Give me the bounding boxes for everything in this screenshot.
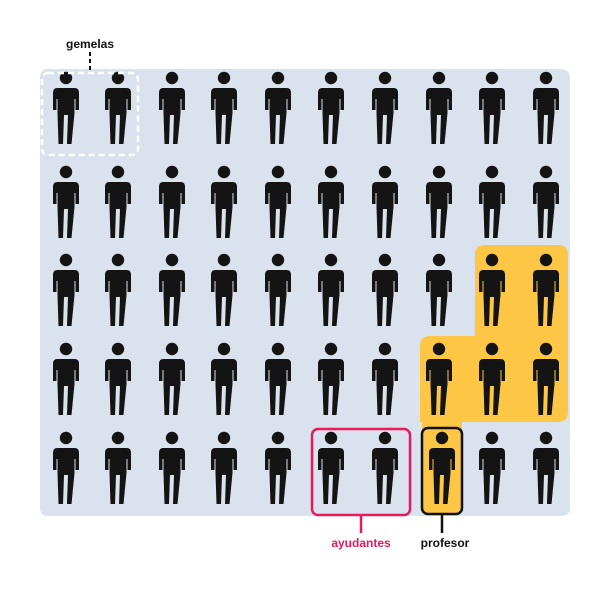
twins-label: gemelas xyxy=(65,37,115,51)
helpers-label: ayudantes xyxy=(331,536,391,550)
twins-dashed-box xyxy=(40,71,140,157)
teacher-label: profesor xyxy=(420,536,470,550)
highlighted-group-area xyxy=(420,245,568,434)
